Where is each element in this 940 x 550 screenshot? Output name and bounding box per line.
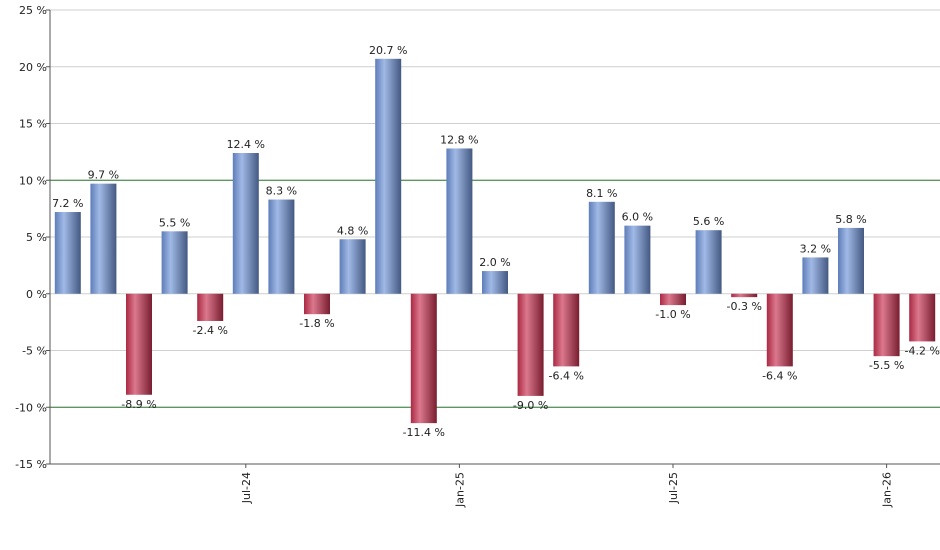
data-label: 8.3 % [266,185,297,198]
bar [126,293,152,395]
data-label: 5.6 % [693,215,724,228]
data-label: 4.8 % [337,224,368,237]
data-label: 20.7 % [369,44,407,57]
bar [161,231,188,294]
data-label: 2.0 % [479,256,510,269]
data-label: -1.8 % [299,317,334,330]
bar [909,293,936,342]
data-label: 8.1 % [586,187,617,200]
x-tick-label: Jan-26 [881,472,894,508]
data-label: -11.4 % [403,426,445,439]
data-label: 12.8 % [440,133,478,146]
data-label: 9.7 % [88,169,119,182]
bar [838,227,864,294]
data-label: 3.2 % [800,242,831,255]
y-tick-label: -15 % [15,458,47,471]
bar [268,199,295,294]
bar [197,293,224,321]
data-label: -5.5 % [869,359,904,372]
y-tick-label: 0 % [26,288,47,301]
data-label: 7.2 % [52,197,83,210]
bar [90,183,117,294]
data-label: -0.3 % [726,300,761,313]
data-label: -1.0 % [655,308,690,321]
y-tick-label: -5 % [22,345,47,358]
y-tick-label: 20 % [19,61,47,74]
bar [624,225,651,294]
bar [410,293,437,424]
bar [588,201,615,294]
x-tick-label: Jul-25 [667,472,680,504]
x-tick-label: Jan-25 [453,472,466,508]
bar [731,293,758,298]
bar [304,293,330,315]
bar [553,293,580,367]
data-label: -2.4 % [192,324,227,337]
y-tick-label: 15 % [19,118,47,131]
bar [375,58,402,294]
bar [446,148,473,294]
data-label: -4.2 % [904,344,939,357]
y-tick-label: 25 % [19,4,47,17]
data-label: -9.0 % [513,399,548,412]
bar [517,293,544,396]
y-tick-label: 10 % [19,174,47,187]
y-tick-label: -10 % [15,401,47,414]
data-label: -8.9 % [121,398,156,411]
bar [339,239,366,294]
bar [660,293,686,306]
bar [54,212,81,294]
data-label: 6.0 % [622,211,653,224]
bar [695,230,722,294]
bar [232,153,259,294]
data-label: 5.5 % [159,216,190,229]
data-label: -6.4 % [548,369,583,382]
data-label: -6.4 % [762,369,797,382]
bar [766,293,793,367]
x-tick-label: Jul-24 [240,472,253,504]
bar [873,293,900,357]
bar [802,257,829,294]
data-label: 5.8 % [835,213,866,226]
bar [482,271,508,294]
data-label: 12.4 % [227,138,265,151]
y-tick-label: 5 % [26,231,47,244]
